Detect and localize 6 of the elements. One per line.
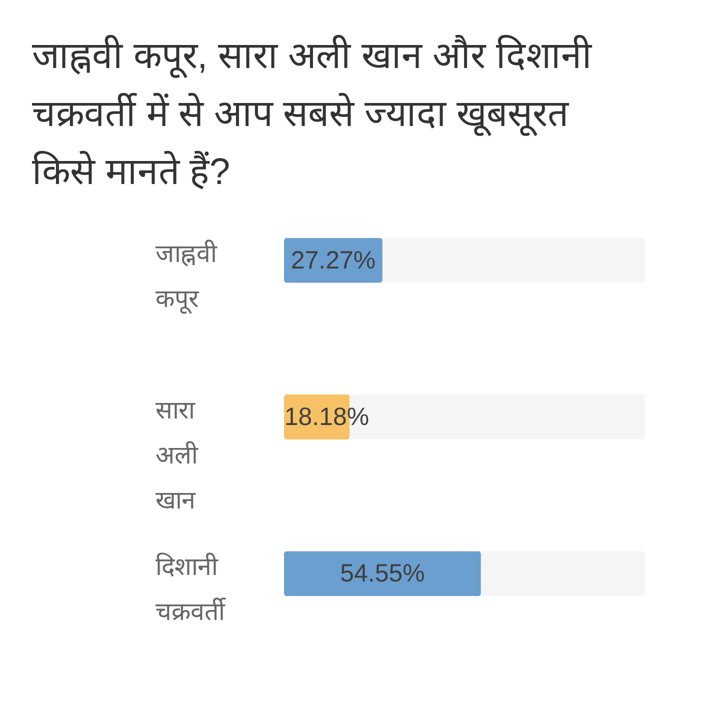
data-label: 27.27%	[290, 246, 376, 274]
data-label: 54.55%	[340, 560, 425, 588]
y-tick-label: दिशानी चक्रवर्ती	[156, 552, 226, 626]
chart-title: जाह्नवी कपूर, सारा अली खान और दिशानी चक्रवर्ती में से आप सबसे ज्यादा खूबसूरत किसे मानते हैं?	[32, 34, 593, 192]
y-tick-label: जाह्नवी कपूर	[156, 238, 218, 314]
y-tick-label: सारा अली खान	[156, 396, 198, 514]
